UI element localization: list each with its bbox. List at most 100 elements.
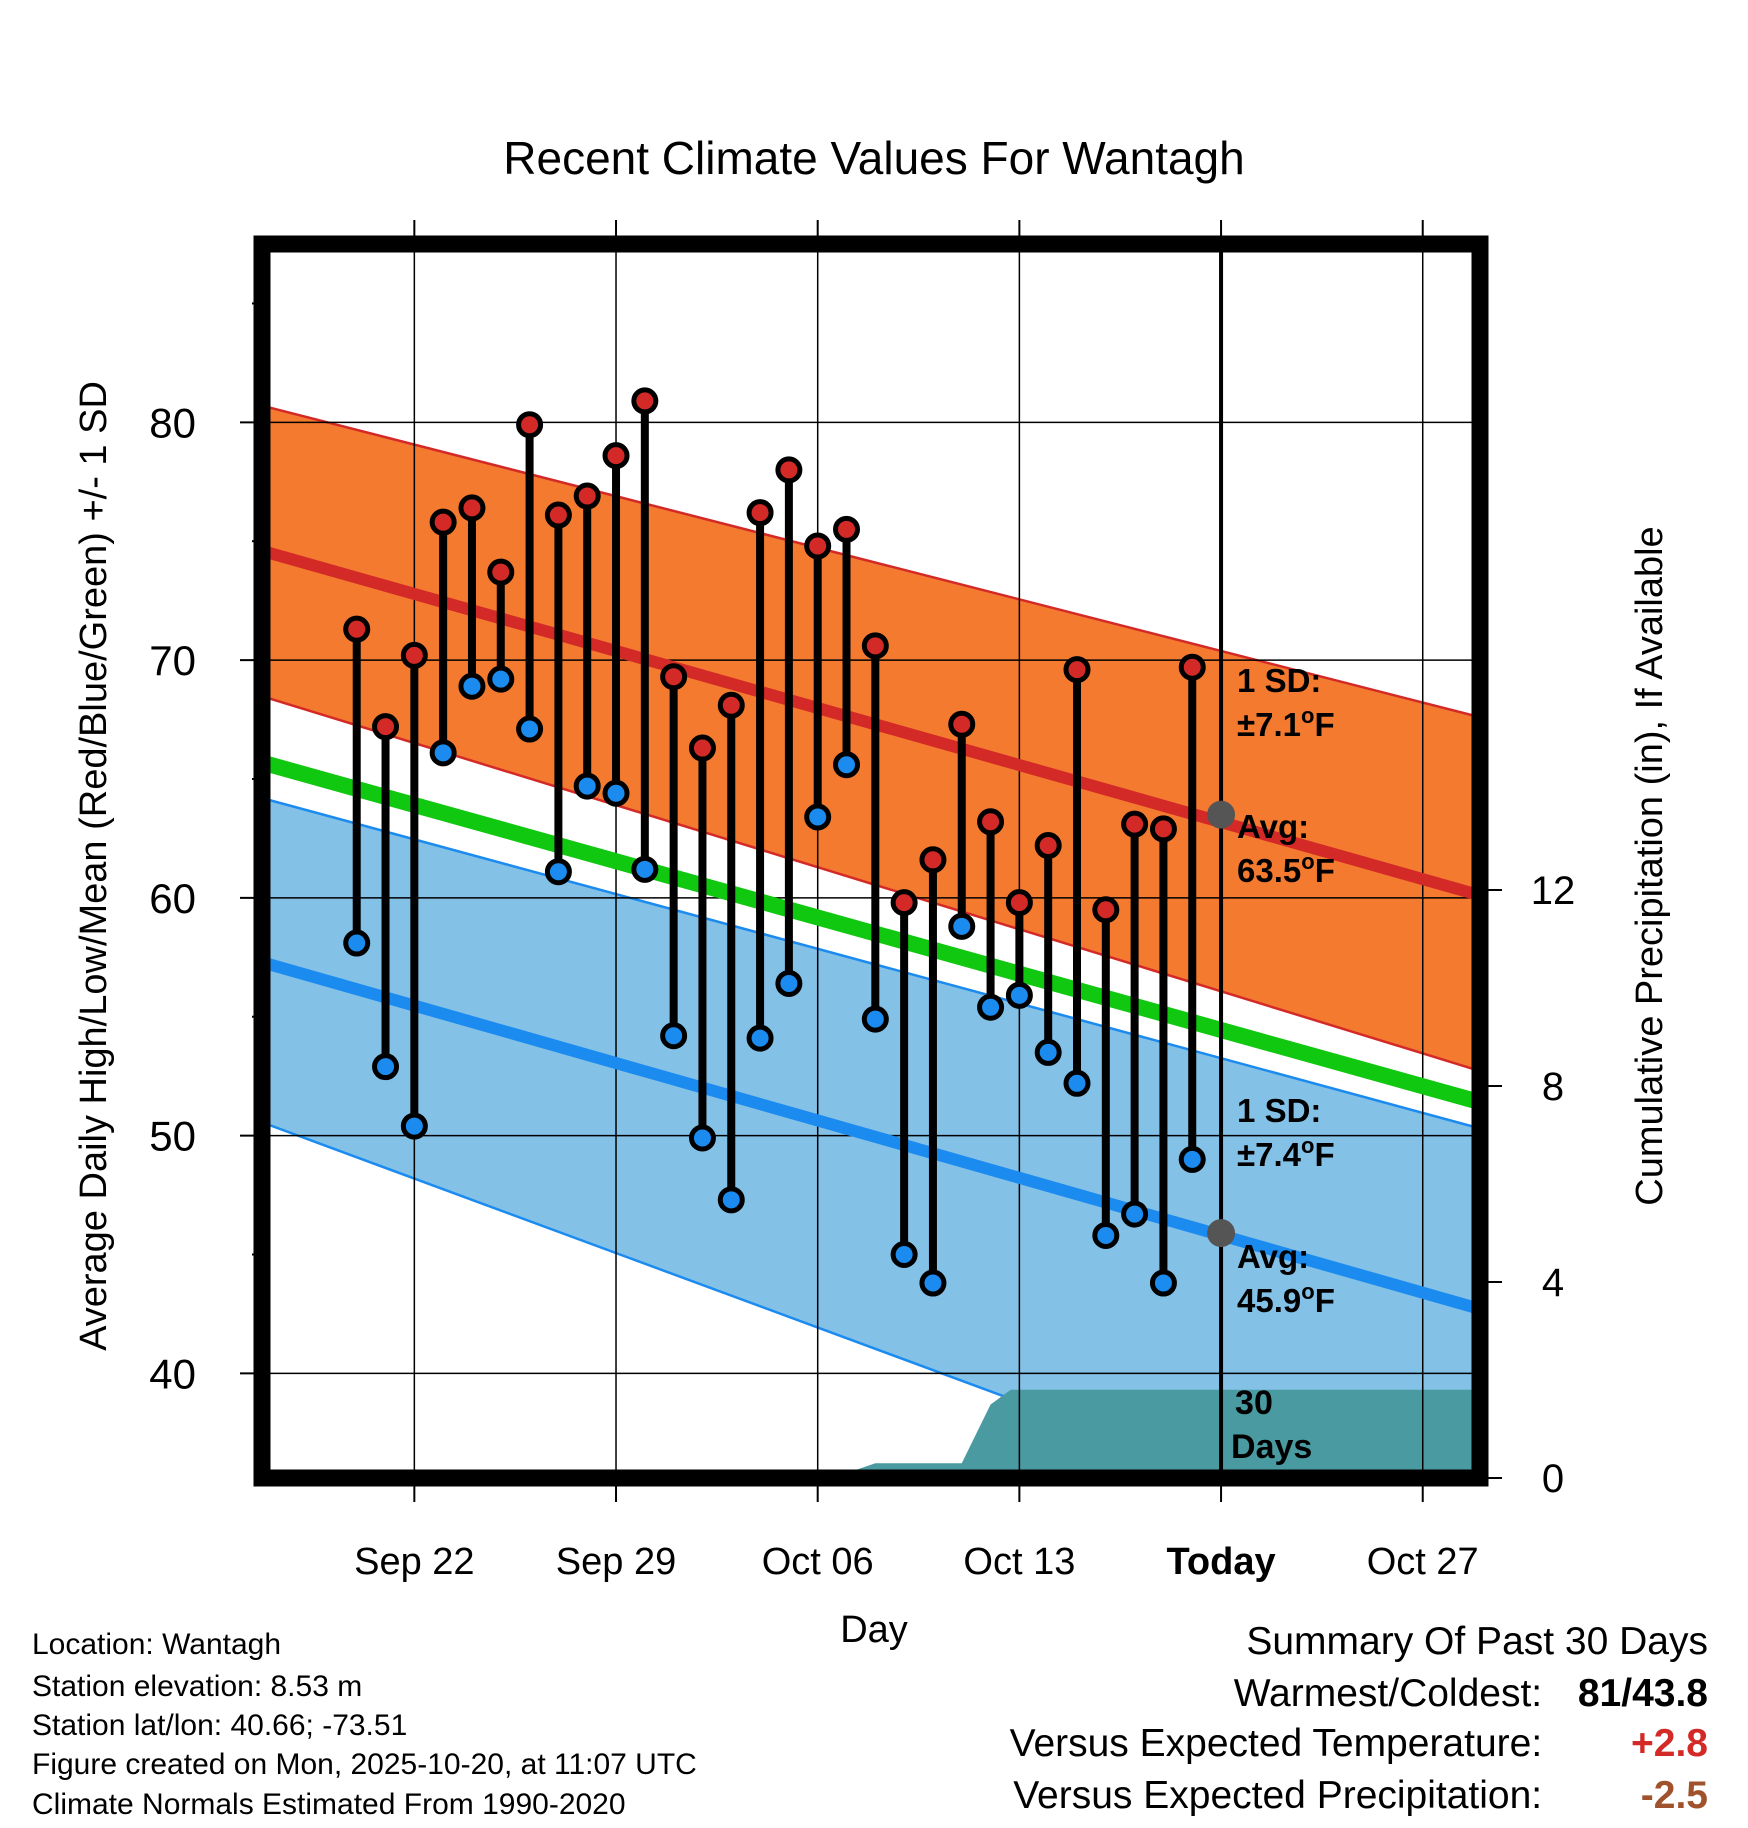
annotation-degree: o [1301, 1279, 1314, 1304]
annotation-value: 63.5 [1237, 852, 1301, 889]
y-tick-label: 50 [149, 1113, 196, 1160]
daily-low-point [833, 751, 861, 779]
warmest-slash: / [1621, 1672, 1633, 1715]
daily-low-point [1121, 1200, 1149, 1228]
annotation-degree: o [1301, 703, 1314, 728]
daily-high-point [1063, 656, 1091, 684]
daily-high-point [1092, 896, 1120, 924]
y-tick-label: 40 [149, 1350, 196, 1397]
annotation-value: 45.9 [1237, 1282, 1301, 1319]
y-axis-label-right: Cumulative Precipitation (in), If Availa… [1629, 526, 1671, 1205]
y-right-tick-label: 4 [1542, 1261, 1564, 1305]
y-tick-label: 70 [149, 637, 196, 684]
daily-high-point [458, 494, 486, 522]
y-tick-label: 60 [149, 875, 196, 922]
x-tick-label: Sep 29 [556, 1541, 676, 1583]
daily-high-point [1034, 832, 1062, 860]
high-sd-label: 1 SD: [1237, 662, 1321, 699]
chart-title: Recent Climate Values For Wantagh [503, 132, 1244, 184]
daily-high-point [1005, 889, 1033, 917]
daily-low-point [516, 715, 544, 743]
daily-low-point [919, 1269, 947, 1297]
daily-high-point [660, 663, 688, 691]
high-avg-value: 63.5oF [1237, 849, 1335, 889]
daily-high-point [746, 499, 774, 527]
low-avg-value: 45.9oF [1237, 1279, 1335, 1319]
daily-low-point [1034, 1038, 1062, 1066]
daily-high-point [861, 632, 889, 660]
x-tick-label: Sep 22 [354, 1541, 474, 1583]
latlon-text: Station lat/lon: 40.66; -73.51 [32, 1709, 408, 1742]
daily-low-point [343, 929, 371, 957]
annotation-degree: o [1301, 849, 1314, 874]
today-high-avg-marker [1207, 800, 1236, 829]
daily-high-point [487, 558, 515, 586]
high-sd-upper-line [262, 404, 1480, 719]
warmest-value: 81 [1577, 1672, 1622, 1715]
high-sd-lower-line [262, 694, 1480, 1073]
daily-high-point [688, 734, 716, 762]
annotation-unit: F [1315, 852, 1335, 889]
daily-low-point [1178, 1145, 1206, 1173]
annotation-unit: F [1315, 706, 1335, 743]
daily-high-point [775, 456, 803, 484]
daily-high-point [429, 508, 457, 536]
x-axis-label: Day [840, 1609, 908, 1651]
y-right-tick-label: 12 [1531, 869, 1576, 913]
annotation-unit: F [1315, 1282, 1335, 1319]
y-tick-label: 80 [149, 399, 196, 446]
daily-low-point [660, 1022, 688, 1050]
daily-high-point [890, 889, 918, 917]
daily-high-point [833, 515, 861, 543]
low-sd-upper-line [262, 796, 1480, 1130]
daily-high-point [544, 501, 572, 529]
temp-label: Versus Expected Temperature: [1009, 1722, 1543, 1765]
summary-precip-row: Versus Expected Precipitation: -2.5 [1013, 1774, 1708, 1818]
summary-warmest-row: Warmest/Coldest: 81/43.8 [1234, 1672, 1708, 1716]
summary-title: Summary Of Past 30 Days [1246, 1620, 1708, 1663]
today-low-avg-marker [1207, 1219, 1236, 1248]
y-right-tick-label: 8 [1542, 1065, 1564, 1109]
daily-high-point [631, 387, 659, 415]
daily-low-point [890, 1241, 918, 1269]
daily-low-point [429, 739, 457, 767]
precip-area [356, 1389, 1480, 1478]
daily-low-point [400, 1112, 428, 1140]
annotation-value: ±7.4 [1237, 1136, 1302, 1173]
daily-low-point [544, 858, 572, 886]
daily-low-point [948, 912, 976, 940]
daily-low-point [804, 803, 832, 831]
daily-low-point [1149, 1269, 1177, 1297]
daily-high-point [1178, 653, 1206, 681]
daily-low-point [746, 1024, 774, 1052]
daily-low-point [1092, 1221, 1120, 1249]
daily-low-point [458, 672, 486, 700]
daily-high-point [602, 442, 630, 470]
daily-low-point [1005, 981, 1033, 1009]
daily-high-point [573, 482, 601, 510]
daily-high-point [372, 713, 400, 741]
location-text: Location: Wantagh [32, 1628, 282, 1661]
high-avg-line [262, 544, 1480, 902]
precip-deviation-value: -2.5 [1640, 1774, 1708, 1817]
daily-high-point [1149, 815, 1177, 843]
temp-deviation-value: +2.8 [1631, 1722, 1708, 1765]
daily-low-point [631, 855, 659, 883]
annotation-degree: o [1301, 1133, 1314, 1158]
high-sd-band [262, 405, 1480, 1072]
warmest-label: Warmest/Coldest: [1233, 1672, 1543, 1715]
daily-high-point [804, 532, 832, 560]
daily-low-point [573, 772, 601, 800]
coldest-value: 43.8 [1632, 1672, 1708, 1715]
period-number-label: 30 [1235, 1384, 1273, 1422]
high-avg-label: Avg: [1237, 808, 1309, 845]
daily-high-point [948, 710, 976, 738]
high-sd-value: ±7.1oF [1237, 703, 1335, 743]
plot-frame [253, 235, 1489, 1487]
x-tick-label: Oct 13 [963, 1541, 1075, 1583]
daily-low-point [487, 665, 515, 693]
daily-low-point [977, 993, 1005, 1021]
daily-low-point [717, 1186, 745, 1214]
